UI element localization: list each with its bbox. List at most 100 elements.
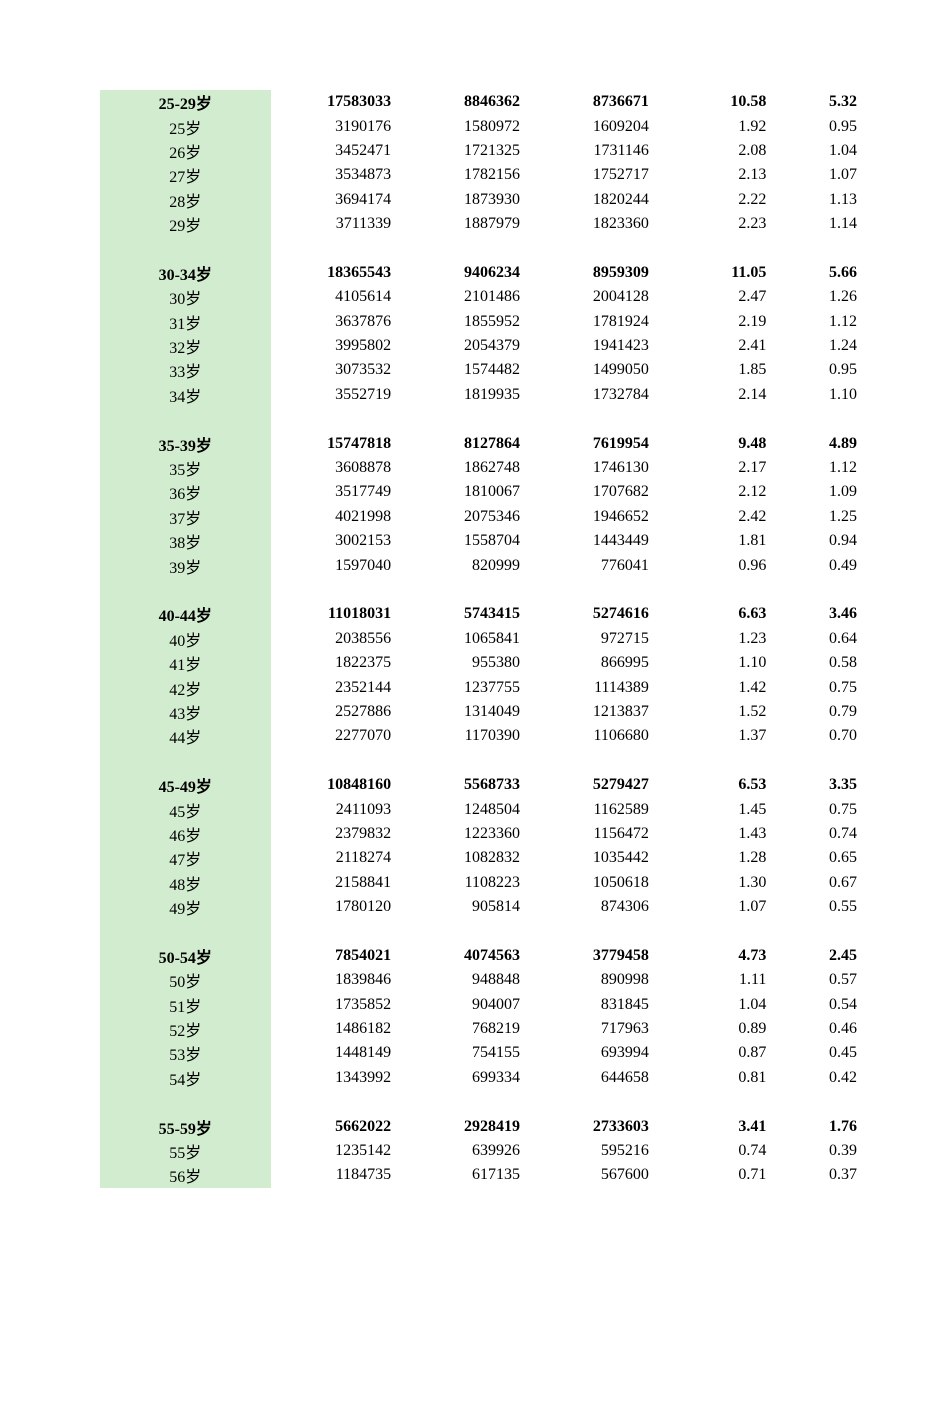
table-row-label: 41岁 [100,651,271,675]
table-row-v5: 0.58 [784,651,859,675]
table-row-label: 32岁 [100,334,271,358]
table-row-v2: 1873930 [409,188,538,212]
table-row-v4: 0.87 [667,1041,784,1065]
table-row-v1: 2379832 [271,822,410,846]
table-row-v5: 0.45 [784,1041,859,1065]
table-row-v3: 1162589 [538,797,667,821]
table-row-v5: 0.55 [784,895,859,919]
group-header-row-v1: 15747818 [271,431,410,455]
table-row-v5: 0.70 [784,724,859,748]
table-row-label: 44岁 [100,724,271,748]
table-row-v1: 3073532 [271,358,410,382]
table-row-v5: 0.39 [784,1139,859,1163]
table-row: 32岁3995802205437919414232.411.24 [100,334,859,358]
table-row-v5: 0.46 [784,1017,859,1041]
table-row-v5: 0.79 [784,700,859,724]
table-row-v3: 890998 [538,968,667,992]
table-row-label: 31岁 [100,310,271,334]
spacer-row-v1 [271,919,410,943]
group-header-row-v1: 11018031 [271,602,410,626]
table-row-v3: 874306 [538,895,667,919]
table-row-v4: 2.23 [667,212,784,236]
table-row-v4: 1.28 [667,846,784,870]
table-row-v4: 2.41 [667,334,784,358]
table-row-v4: 1.81 [667,529,784,553]
spacer-row-label [100,578,271,602]
table-row-v4: 1.07 [667,895,784,919]
group-header-row-label: 45-49岁 [100,773,271,797]
group-header-row-v2: 8846362 [409,90,538,114]
table-row-label: 43岁 [100,700,271,724]
table-row-v3: 693994 [538,1041,667,1065]
table-row: 36岁3517749181006717076822.121.09 [100,480,859,504]
table-row-v4: 1.37 [667,724,784,748]
table-row-v5: 1.14 [784,212,859,236]
table-row-v2: 1855952 [409,310,538,334]
table-row: 56岁11847356171355676000.710.37 [100,1163,859,1187]
table-row-v2: 754155 [409,1041,538,1065]
spacer-row-label [100,407,271,431]
group-header-row-v2: 9406234 [409,261,538,285]
spacer-row-v5 [784,236,859,260]
group-header-row-v5: 1.76 [784,1114,859,1138]
table-row-v4: 2.12 [667,480,784,504]
group-header-row-label: 30-34岁 [100,261,271,285]
table-row-v3: 776041 [538,553,667,577]
table-row-v3: 1941423 [538,334,667,358]
table-row: 44岁2277070117039011066801.370.70 [100,724,859,748]
group-header-row-v3: 5279427 [538,773,667,797]
table-row-v3: 595216 [538,1139,667,1163]
table-row-v3: 1106680 [538,724,667,748]
table-row: 30岁4105614210148620041282.471.26 [100,285,859,309]
table-row: 26岁3452471172132517311462.081.04 [100,139,859,163]
table-row-v5: 1.24 [784,334,859,358]
group-header-row-v4: 11.05 [667,261,784,285]
table-row-v1: 4021998 [271,505,410,529]
table-row: 48岁2158841110822310506181.300.67 [100,871,859,895]
table-row-v2: 1574482 [409,358,538,382]
table-row-v2: 955380 [409,651,538,675]
spacer-row-v1 [271,749,410,773]
table-row-v2: 1862748 [409,456,538,480]
table-row-v2: 904007 [409,992,538,1016]
table-row: 50岁18398469488488909981.110.57 [100,968,859,992]
table-row-v5: 0.65 [784,846,859,870]
table-row-v4: 1.42 [667,675,784,699]
spacer-row [100,919,859,943]
table-row-label: 48岁 [100,871,271,895]
table-row-label: 34岁 [100,383,271,407]
group-header-row-v3: 5274616 [538,602,667,626]
table-row: 43岁2527886131404912138371.520.79 [100,700,859,724]
table-row-v1: 1597040 [271,553,410,577]
table-row-v4: 1.11 [667,968,784,992]
table-row-v3: 1499050 [538,358,667,382]
table-row-v3: 1443449 [538,529,667,553]
table-row-label: 25岁 [100,114,271,138]
table-row-v4: 0.89 [667,1017,784,1041]
group-header-row-label: 25-29岁 [100,90,271,114]
table-row-v1: 2527886 [271,700,410,724]
table-row-v3: 644658 [538,1066,667,1090]
table-row-label: 47岁 [100,846,271,870]
table-row-v5: 0.95 [784,114,859,138]
spacer-row-label [100,236,271,260]
table-row-v5: 1.26 [784,285,859,309]
table-row-label: 53岁 [100,1041,271,1065]
table-row: 53岁14481497541556939940.870.45 [100,1041,859,1065]
group-header-row-label: 55-59岁 [100,1114,271,1138]
table-row-v4: 1.43 [667,822,784,846]
table-row-v4: 0.74 [667,1139,784,1163]
table-row-v1: 3190176 [271,114,410,138]
table-row-v1: 3608878 [271,456,410,480]
table-row: 45岁2411093124850411625891.450.75 [100,797,859,821]
table-row-v3: 866995 [538,651,667,675]
spacer-row-label [100,1090,271,1114]
table-row-v4: 2.22 [667,188,784,212]
table-row-v1: 3534873 [271,163,410,187]
table-row-v4: 1.23 [667,627,784,651]
table-row-v5: 0.64 [784,627,859,651]
table-row-v3: 1035442 [538,846,667,870]
table-row-label: 46岁 [100,822,271,846]
spacer-row-v4 [667,919,784,943]
table-row: 46岁2379832122336011564721.430.74 [100,822,859,846]
